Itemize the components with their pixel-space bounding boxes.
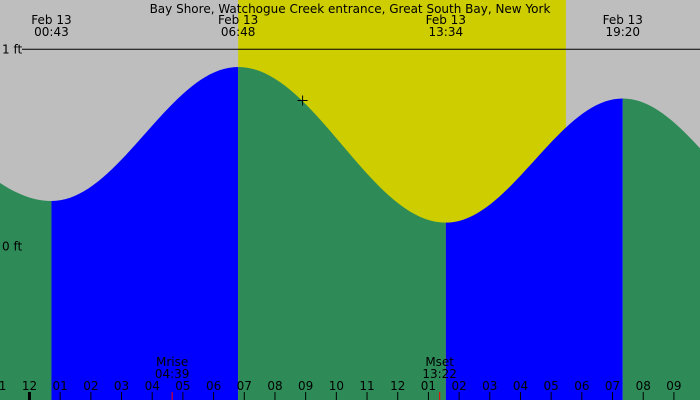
hour-tick-label: 06 (206, 379, 221, 393)
hour-tick-label: 07 (237, 379, 252, 393)
extreme-time-label: 19:20 (605, 25, 640, 39)
falling-tide-area (0, 182, 52, 400)
moon-event-time: 13:22 (422, 367, 457, 381)
hour-tick-label: 05 (544, 379, 559, 393)
hour-tick-label: 06 (574, 379, 589, 393)
extreme-time-label: 13:34 (429, 25, 464, 39)
hour-tick-label: 09 (666, 379, 681, 393)
hour-tick-label: 01 (421, 379, 436, 393)
rising-tide-area (51, 66, 239, 400)
hour-tick-label: 03 (482, 379, 497, 393)
extreme-time-label: 00:43 (34, 25, 69, 39)
falling-tide-area (238, 66, 446, 400)
hour-tick-label: 02 (83, 379, 98, 393)
extreme-date-label: Feb 13 (218, 13, 258, 27)
hour-tick-label: 01 (53, 379, 68, 393)
extreme-date-label: Feb 13 (31, 13, 71, 27)
y-tick-label-0ft: 0 ft (2, 239, 22, 253)
hour-tick-label: 09 (298, 379, 313, 393)
hour-tick-label: 04 (145, 379, 160, 393)
falling-tide-area (622, 98, 700, 400)
moon-event-time: 04:39 (155, 367, 190, 381)
hour-tick-label: 04 (513, 379, 528, 393)
hour-tick-label: 08 (267, 379, 282, 393)
extreme-date-label: Feb 13 (426, 13, 466, 27)
crosshair-cursor (297, 95, 308, 106)
moon-event-label: Mset (425, 355, 454, 369)
y-tick-label-1ft: 1 ft (2, 42, 22, 56)
rising-tide-area (445, 98, 623, 400)
hour-tick-label: 10 (329, 379, 344, 393)
moon-event-label: Mrise (156, 355, 188, 369)
extreme-time-label: 06:48 (221, 25, 256, 39)
hour-tick-label: 03 (114, 379, 129, 393)
hour-tick-label: 08 (636, 379, 651, 393)
extreme-date-label: Feb 13 (603, 13, 643, 27)
hour-tick-label: 12 (22, 379, 37, 393)
hour-tick-label: 05 (175, 379, 190, 393)
hour-tick-label: 12 (390, 379, 405, 393)
hour-tick-label: 02 (451, 379, 466, 393)
hour-tick-label: 07 (605, 379, 620, 393)
chart-title: Bay Shore, Watchogue Creek entrance, Gre… (150, 2, 551, 16)
hour-tick-label: 11 (359, 379, 374, 393)
hour-tick-label: 11 (0, 379, 6, 393)
